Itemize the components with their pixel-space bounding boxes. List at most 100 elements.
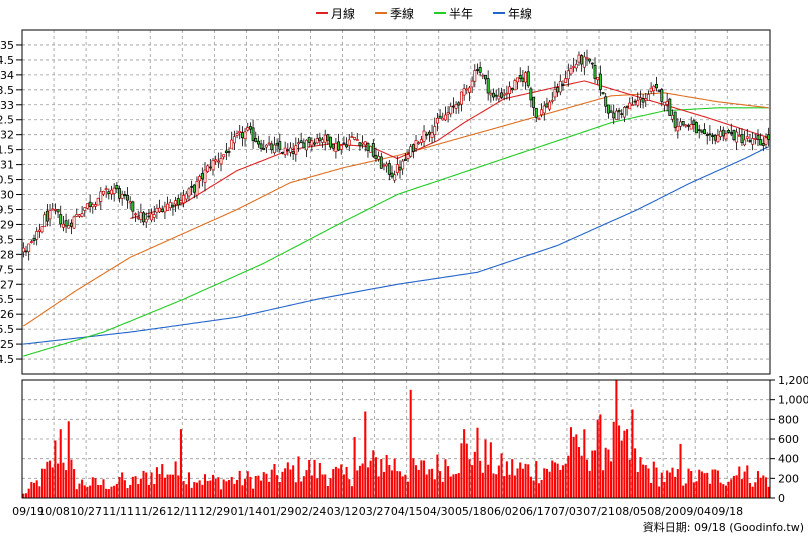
volume-bar: [431, 468, 434, 498]
candle-body: [307, 137, 311, 143]
volume-bar: [513, 475, 516, 498]
volume-bar: [364, 411, 367, 498]
candle-body: [545, 103, 549, 108]
candle-body: [727, 130, 731, 133]
volume-bar: [559, 469, 562, 498]
candle-body: [719, 130, 723, 137]
volume-bar: [238, 470, 241, 498]
candle-body: [588, 58, 592, 62]
candle-body: [115, 185, 119, 190]
price-tick-label: 26: [0, 308, 14, 321]
volume-bar: [222, 479, 225, 498]
volume-bar: [521, 468, 524, 498]
candle-body: [419, 139, 423, 143]
volume-bar: [294, 482, 297, 498]
volume-bar: [748, 483, 751, 498]
volume-bar: [449, 476, 452, 498]
volume-bar: [476, 427, 479, 498]
candle-body: [171, 204, 175, 208]
candle-body: [625, 105, 629, 108]
candle-body: [230, 139, 234, 150]
volume-bar: [631, 409, 634, 498]
volume-bar: [131, 476, 134, 498]
candle-body: [441, 117, 445, 121]
candle-body: [358, 142, 362, 147]
volume-bar: [326, 485, 329, 498]
candle-body: [684, 124, 688, 127]
legend-entry: 季線: [390, 6, 414, 21]
volume-bar: [473, 451, 476, 498]
candle-body: [403, 158, 407, 161]
volume-bar: [516, 468, 519, 498]
volume-bar: [724, 485, 727, 498]
volume-bar: [97, 485, 100, 498]
candle-body: [468, 87, 471, 93]
volume-bar: [583, 429, 586, 498]
candle-body: [743, 139, 747, 146]
x-tick-label: 12/29: [198, 505, 230, 518]
volume-bar: [225, 481, 228, 498]
volume-bar: [682, 485, 685, 498]
volume-bar: [51, 467, 54, 498]
candle-body: [454, 104, 458, 109]
volume-bar: [99, 484, 102, 498]
x-tick-label: 05/18: [455, 505, 487, 518]
volume-bar: [30, 482, 33, 498]
price-tick-label: 3.5: [0, 84, 14, 97]
candle-body: [745, 136, 749, 139]
candle-body: [369, 145, 373, 153]
candle-body: [665, 100, 669, 105]
candle-body: [222, 154, 226, 158]
volume-bar: [487, 464, 490, 498]
candle-body: [142, 212, 145, 223]
volume-bar: [118, 477, 121, 498]
volume-bar: [166, 474, 169, 498]
candle-body: [278, 141, 282, 150]
x-tick-label: 10/08: [38, 505, 70, 518]
candle-body: [35, 231, 39, 240]
candle-body: [484, 75, 487, 80]
candle-body: [174, 200, 178, 205]
volume-bar: [663, 482, 666, 498]
volume-bar: [398, 471, 402, 498]
candle-body: [687, 124, 690, 127]
candle-body: [387, 163, 391, 175]
candle-body: [655, 83, 658, 89]
x-tick-label: 03/27: [359, 505, 391, 518]
volume-bar: [244, 478, 247, 498]
volume-bar: [155, 467, 158, 498]
volume-tick-label: 1,200: [778, 374, 808, 387]
price-tick-label: 6.5: [0, 293, 14, 306]
candle-body: [227, 151, 231, 153]
candle-body: [411, 144, 415, 152]
volume-bar: [65, 470, 68, 498]
candle-body: [759, 139, 763, 146]
candle-body: [585, 57, 589, 60]
volume-bar: [57, 463, 60, 498]
volume-bar: [393, 458, 396, 498]
volume-bar: [350, 486, 353, 498]
candle-body: [179, 200, 183, 204]
candle-body: [590, 62, 594, 65]
volume-bar: [59, 429, 62, 498]
candle-body: [756, 135, 760, 140]
volume-bar: [305, 470, 308, 498]
legend: 月線 季線 半年 年線: [316, 6, 532, 21]
price-tick-label: 9.5: [0, 203, 14, 216]
volume-bar: [35, 480, 38, 498]
candle-body: [85, 203, 89, 209]
volume-bar: [634, 448, 637, 498]
volume-bar: [666, 470, 669, 498]
candle-body: [596, 77, 600, 81]
price-tick-label: 31: [0, 159, 14, 172]
volume-bar: [711, 469, 714, 498]
volume-bar: [126, 488, 129, 498]
volume-bar: [91, 477, 94, 498]
candle-body: [748, 140, 752, 142]
candle-body: [703, 129, 707, 134]
volume-bar: [561, 465, 564, 498]
x-tick-label: 12/11: [166, 505, 198, 518]
ma-year-line: [23, 146, 769, 345]
candle-body: [219, 158, 223, 165]
volume-bar: [618, 425, 621, 498]
